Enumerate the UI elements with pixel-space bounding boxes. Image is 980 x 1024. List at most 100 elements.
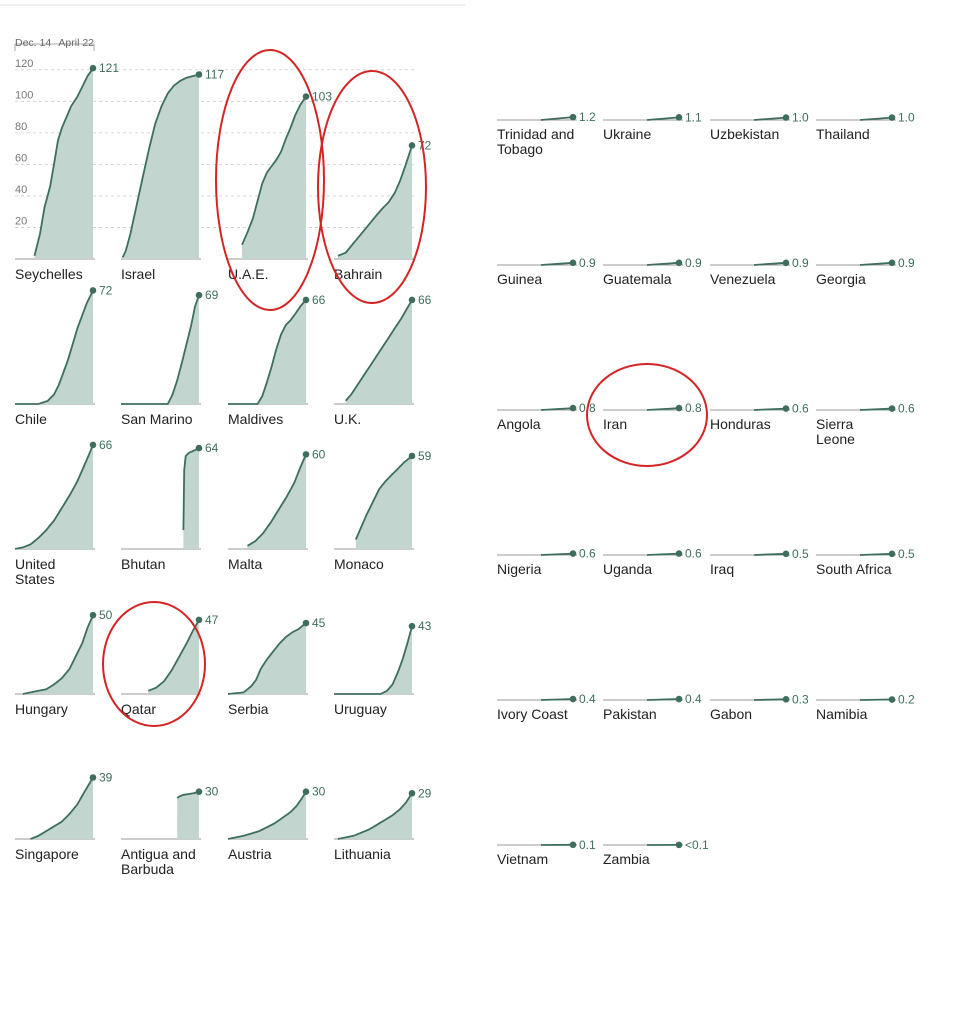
panel-iran: 0.8 Iran — [603, 401, 702, 432]
series-line — [337, 145, 413, 257]
series-line — [147, 619, 200, 692]
end-point — [89, 287, 97, 294]
panel-venezuela: 0.9 Venezuela — [710, 256, 809, 287]
data-label: 59 — [418, 449, 432, 463]
series-line — [753, 552, 787, 556]
series-line — [646, 116, 680, 121]
panel-nigeria: 0.6 Nigeria — [497, 547, 596, 577]
data-label: 0.6 — [792, 402, 809, 416]
data-label: 1.1 — [685, 110, 702, 124]
end-point — [89, 441, 97, 449]
country-label: Bhutan — [121, 556, 165, 572]
data-label: 103 — [312, 90, 332, 104]
end-point — [89, 774, 97, 781]
area-series — [337, 793, 412, 839]
series-line — [540, 116, 574, 121]
panel-honduras: 0.6 Honduras — [710, 402, 809, 432]
series-line — [121, 73, 200, 258]
end-point — [302, 296, 310, 304]
country-label: Ivory Coast — [497, 706, 568, 722]
country-label: Barbuda — [121, 861, 174, 877]
series-line — [241, 96, 307, 246]
highlight-qatar — [102, 601, 206, 727]
panel-iraq: 0.5 Iraq — [710, 547, 809, 577]
data-label: 30 — [205, 785, 219, 799]
panel-israel: 117 Israel — [121, 68, 224, 282]
series-line — [227, 622, 307, 695]
data-label: 66 — [312, 293, 326, 307]
series-line — [753, 116, 787, 121]
country-label: Georgia — [816, 271, 866, 287]
series-line — [859, 116, 893, 121]
country-label: Seychelles — [15, 266, 83, 282]
y-tick-label: 100 — [15, 89, 33, 101]
country-label: Malta — [228, 556, 262, 572]
data-label: 0.9 — [579, 256, 596, 270]
country-label: Chile — [15, 411, 47, 427]
end-point — [89, 611, 97, 619]
series-line — [753, 261, 787, 266]
country-label: Angola — [497, 416, 541, 432]
end-point — [302, 451, 310, 458]
date-label-start: Dec. 14 — [15, 37, 51, 49]
area-series — [334, 626, 412, 694]
data-label: 0.9 — [685, 256, 702, 270]
country-label: Leone — [816, 431, 855, 447]
data-label: 0.2 — [898, 693, 915, 707]
series-line — [540, 261, 574, 266]
country-label: Bahrain — [334, 266, 382, 282]
end-point — [569, 404, 577, 412]
panel-uganda: 0.6 Uganda — [603, 547, 702, 577]
panel-maldives: 66 Maldives — [228, 293, 326, 427]
area-series — [121, 295, 199, 404]
data-label: 1.0 — [792, 111, 809, 125]
series-line — [182, 447, 200, 531]
country-label: Israel — [121, 266, 155, 282]
series-line — [337, 792, 413, 840]
panel-thailand: 1.0 Thailand — [816, 111, 915, 142]
area-series — [177, 791, 199, 839]
series-line — [30, 777, 94, 840]
data-label: 0.6 — [579, 547, 596, 561]
country-label: Lithuania — [334, 846, 391, 862]
series-line — [646, 407, 680, 411]
panel-austria: 30 Austria — [227, 785, 326, 862]
country-label: United — [15, 556, 55, 572]
end-point — [782, 550, 790, 558]
country-label: San Marino — [121, 411, 193, 427]
series-line — [334, 625, 413, 695]
data-label: 0.8 — [685, 401, 702, 415]
series-line — [228, 299, 307, 405]
highlight-iran — [586, 363, 708, 467]
country-label: Gabon — [710, 706, 752, 722]
data-label: 0.1 — [579, 838, 596, 852]
country-label: Thailand — [816, 126, 870, 142]
data-label: 1.0 — [898, 111, 915, 125]
series-line — [22, 614, 94, 695]
date-label-end: April 22 — [58, 37, 94, 49]
end-point — [195, 444, 203, 452]
end-point — [569, 113, 577, 121]
end-point — [195, 788, 203, 795]
data-label: 121 — [99, 61, 119, 75]
data-label: 1.2 — [579, 110, 596, 124]
annotation-layer — [102, 49, 708, 727]
panel-pakistan: 0.4 Pakistan — [603, 692, 702, 722]
area-series — [22, 615, 93, 694]
data-label: 0.6 — [685, 547, 702, 561]
left-chart-grid: Dec. 14 April 22 20 40 60 80 100 120 121 Seychell… — [14, 37, 432, 877]
area-series — [247, 454, 306, 549]
panel-u-k: 66 U.K. — [334, 293, 432, 427]
end-point — [302, 93, 310, 100]
end-point — [408, 789, 416, 797]
end-point — [782, 114, 790, 121]
end-point — [675, 841, 683, 849]
country-label: Ukraine — [603, 126, 651, 142]
panel-guatemala: 0.9 Guatemala — [603, 256, 702, 287]
country-label: Honduras — [710, 416, 771, 432]
area-series — [355, 456, 412, 549]
data-label: <0.1 — [685, 838, 709, 852]
highlight-bahrain — [317, 70, 427, 304]
data-label: 72 — [418, 138, 432, 152]
